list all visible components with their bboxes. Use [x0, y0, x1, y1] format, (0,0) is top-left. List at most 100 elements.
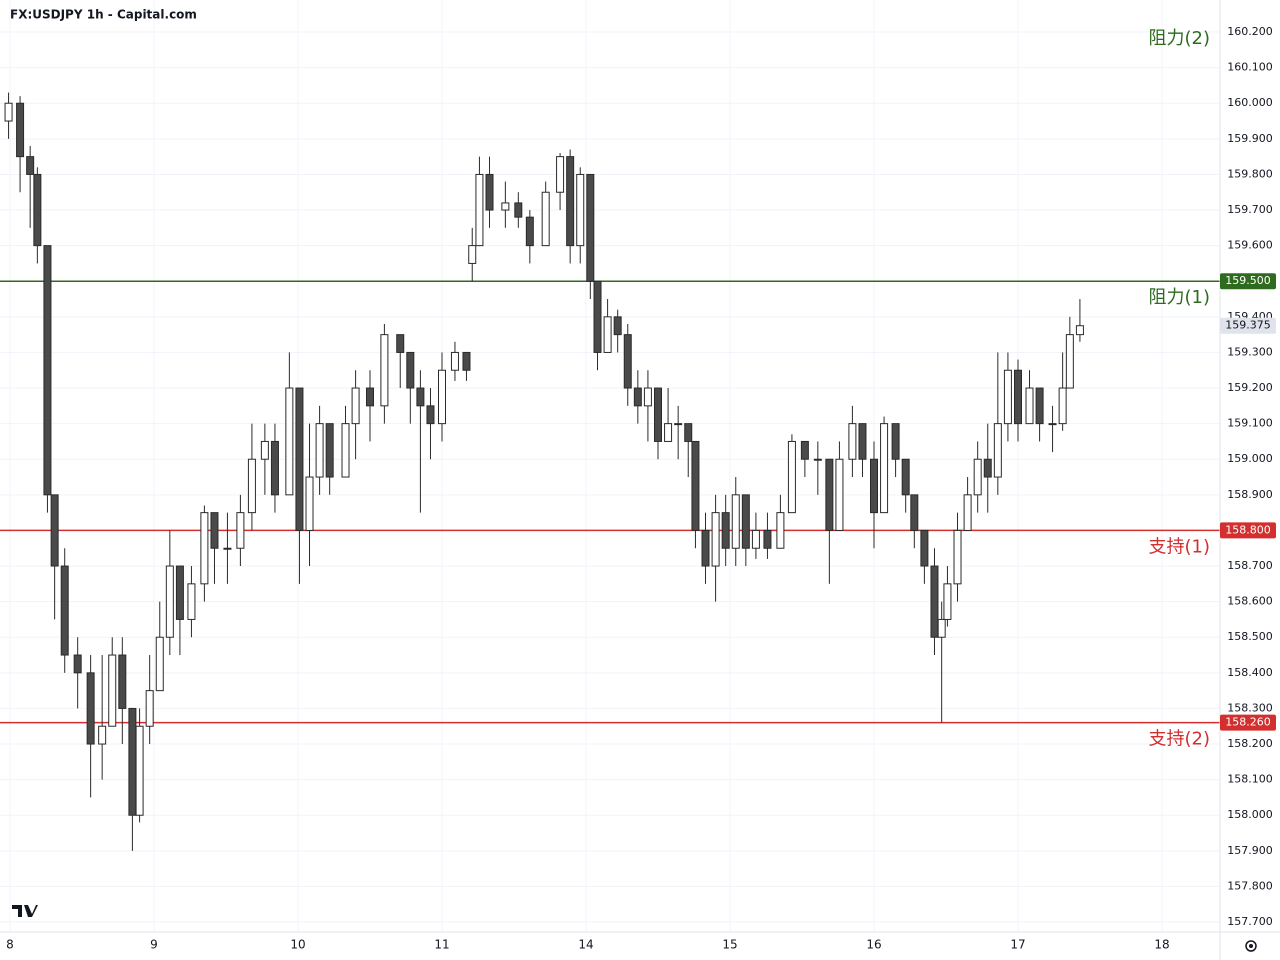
- candle: [351, 370, 360, 460]
- candle-body: [43, 245, 52, 496]
- candle: [200, 505, 209, 602]
- candle-body: [341, 423, 350, 478]
- last-price-label: 159.375: [1225, 319, 1271, 332]
- candle-body: [260, 440, 269, 460]
- candle-body: [593, 280, 602, 353]
- candle-body: [910, 494, 919, 531]
- candle-body: [365, 387, 374, 407]
- y-tick-label: 158.400: [1227, 666, 1273, 679]
- candle-body: [285, 387, 294, 496]
- y-tick-label: 158.300: [1227, 701, 1273, 714]
- candle: [953, 512, 962, 602]
- candle: [135, 708, 144, 823]
- y-tick-label: 159.200: [1227, 381, 1273, 394]
- candle-body: [4, 102, 13, 122]
- candle-body: [1065, 334, 1074, 389]
- candle-body: [800, 440, 809, 460]
- candle-body: [613, 316, 622, 336]
- price-tag: [1220, 522, 1276, 539]
- candle: [763, 512, 772, 559]
- settings-icon[interactable]: [1245, 940, 1257, 952]
- y-tick-label: 160.100: [1227, 61, 1273, 74]
- x-tick-label: 15: [722, 938, 737, 952]
- candle: [613, 309, 622, 353]
- candle: [586, 173, 595, 300]
- candle: [869, 441, 878, 549]
- candle-body: [858, 423, 867, 460]
- candle: [501, 181, 510, 228]
- candle: [930, 548, 939, 656]
- y-tick-label: 158.200: [1227, 737, 1273, 750]
- candle: [674, 405, 683, 460]
- price-tag-label: 159.500: [1225, 274, 1271, 287]
- candle-body: [1058, 387, 1067, 425]
- candle: [633, 370, 642, 424]
- candle-body: [711, 512, 720, 567]
- x-tick-label: 11: [434, 938, 449, 952]
- candle: [16, 96, 25, 193]
- level-label: 支持(1): [1149, 536, 1211, 557]
- candle: [541, 181, 550, 247]
- candle: [576, 167, 585, 264]
- candle-body: [475, 173, 484, 247]
- candle: [813, 441, 822, 495]
- candle-body: [731, 494, 740, 549]
- x-tick-label: 14: [578, 938, 593, 952]
- candle: [236, 494, 245, 567]
- candle: [1003, 352, 1012, 442]
- candle: [210, 512, 219, 584]
- candle-body: [118, 654, 127, 709]
- candle: [43, 245, 52, 513]
- price-tag: [1220, 273, 1276, 290]
- candle-body: [1075, 325, 1084, 336]
- y-tick-label: 157.700: [1227, 915, 1273, 928]
- candle: [787, 434, 796, 514]
- candle-body: [674, 423, 683, 426]
- candle-body: [98, 725, 107, 745]
- candle: [880, 416, 889, 514]
- candle-body: [416, 387, 425, 407]
- candle-body: [835, 458, 844, 531]
- candle-body: [1025, 387, 1034, 425]
- candle: [26, 145, 35, 228]
- candle-body: [426, 405, 435, 425]
- annotation: 阻力(2): [1149, 28, 1211, 49]
- candle-body: [566, 156, 575, 247]
- candle-body: [108, 654, 117, 727]
- x-tick-label: 17: [1010, 938, 1025, 952]
- candle-body: [380, 334, 389, 407]
- candle: [475, 156, 484, 247]
- candle: [1065, 316, 1074, 389]
- candle: [556, 153, 565, 211]
- candle-body: [891, 423, 900, 460]
- price-tag: [1220, 714, 1276, 731]
- x-tick-label: 9: [150, 938, 158, 952]
- candle-body: [776, 512, 785, 549]
- candle: [1075, 299, 1084, 342]
- candle-body: [973, 458, 982, 496]
- candle-body: [155, 636, 164, 692]
- y-tick-label: 157.900: [1227, 844, 1273, 857]
- candle: [285, 352, 294, 496]
- candle: [963, 477, 972, 531]
- candle: [396, 334, 405, 389]
- candle-body: [813, 458, 822, 461]
- candle: [937, 601, 946, 723]
- candle: [247, 423, 256, 531]
- candle-body: [501, 202, 510, 211]
- candle: [623, 323, 632, 406]
- candle-body: [664, 423, 673, 442]
- candle-body: [223, 547, 232, 550]
- candle: [741, 494, 750, 567]
- candle: [593, 280, 602, 371]
- y-tick-label: 159.100: [1227, 417, 1273, 430]
- candle-body: [60, 565, 69, 656]
- candle: [973, 441, 982, 513]
- candle: [4, 92, 13, 139]
- candle-body: [983, 458, 992, 478]
- candle: [691, 440, 700, 549]
- candle-body: [880, 423, 889, 514]
- candle-body: [691, 440, 700, 531]
- candle: [1058, 352, 1067, 431]
